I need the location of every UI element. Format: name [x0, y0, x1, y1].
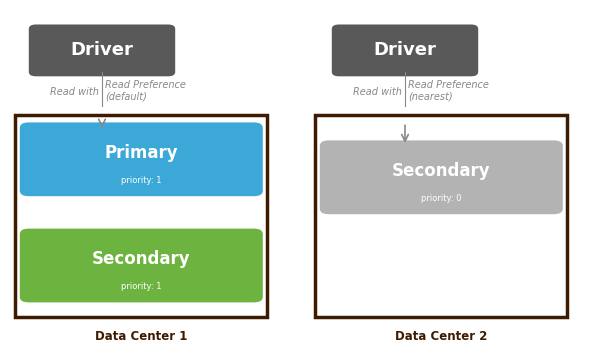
Text: Driver: Driver — [374, 41, 436, 59]
Text: Driver: Driver — [71, 41, 133, 59]
Text: Data Center 2: Data Center 2 — [395, 330, 487, 343]
FancyBboxPatch shape — [315, 115, 567, 317]
Text: Read with: Read with — [353, 87, 402, 97]
Text: priority: 1: priority: 1 — [121, 282, 161, 292]
FancyBboxPatch shape — [332, 24, 478, 76]
Text: priority: 1: priority: 1 — [121, 176, 161, 185]
Text: Primary: Primary — [104, 144, 178, 162]
Text: Secondary: Secondary — [392, 162, 491, 180]
FancyBboxPatch shape — [320, 140, 563, 214]
Text: Secondary: Secondary — [92, 250, 191, 268]
Text: Read Preference
(nearest): Read Preference (nearest) — [408, 80, 489, 102]
FancyBboxPatch shape — [20, 229, 263, 302]
FancyBboxPatch shape — [15, 115, 267, 317]
Text: Data Center 1: Data Center 1 — [95, 330, 187, 343]
Text: Read with: Read with — [50, 87, 99, 97]
Text: priority: 0: priority: 0 — [421, 194, 461, 203]
FancyBboxPatch shape — [29, 24, 175, 76]
Text: Read Preference
(default): Read Preference (default) — [105, 80, 186, 102]
FancyBboxPatch shape — [20, 122, 263, 196]
